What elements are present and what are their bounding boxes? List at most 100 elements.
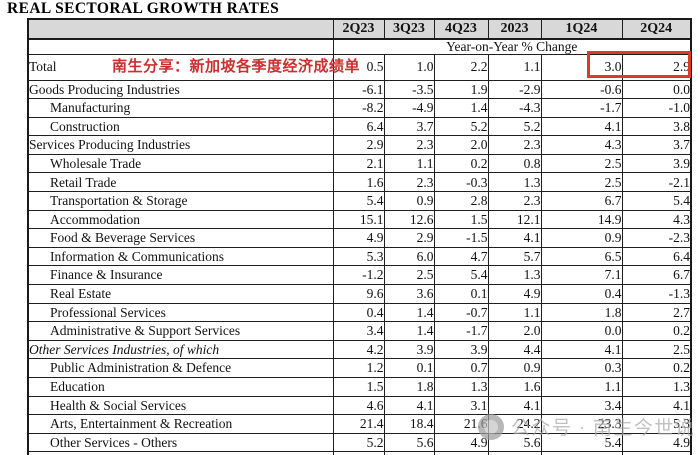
row-label: Wholesale Trade [27,153,334,174]
column-header-2q23: 2Q23 [332,18,385,40]
row-label: Other Services - Others [27,432,334,453]
value-cell: 2.0 [433,135,489,155]
value-cell: 1.3 [433,377,489,397]
value-cell: 3.7 [383,116,435,137]
value-cell: 21.6 [433,414,489,434]
value-cell: -2.9 [487,79,542,100]
value-cell: 1.9 [433,79,489,100]
value-cell: -2.3 [621,228,692,248]
annotation-text: 南生分享：新加坡各季度经济成绩单 [112,59,361,75]
row-label: Information & Communications [27,246,334,267]
table-row: Accommodation 15.1 12.6 1.5 12.1 14.9 4.3 [27,209,692,230]
value-cell: 1.4 [433,98,489,118]
row-label: Accommodation [27,209,334,230]
value-cell: 1.8 [540,302,623,323]
row-label: Finance & Insurance [27,265,334,286]
value-cell: 0.8 [487,153,542,174]
table-row: Administrative & Support Services 3.4 1.4-… [27,321,692,341]
value-cell: 5.6 [383,432,435,453]
value-cell: 0.1 [383,358,435,378]
value-cell: 18.4 [383,414,435,434]
growth-rates-table: 2Q23 3Q23 4Q23 2023 1Q24 2Q24 Year-on-Ye… [27,18,692,455]
value-cell: -1.0 [621,98,692,118]
value-cell: -3.5 [383,79,435,100]
column-header-1q24: 1Q24 [540,18,623,40]
value-cell: 1.8 [383,377,435,397]
row-label: Other Services Industries, of which [27,339,334,360]
value-cell: 2.3 [487,191,542,211]
value-cell: 2.1 [332,153,385,174]
value-cell: 4.7 [433,246,489,267]
value-cell: 4.9 [621,432,692,453]
value-cell: 3.9 [383,339,435,360]
value-cell: -4.9 [383,98,435,118]
value-cell: 2.3 [487,135,542,155]
page-title: REAL SECTORAL GROWTH RATES [7,0,280,17]
value-cell: 2.3 [383,135,435,155]
row-label: Construction [27,116,334,137]
value-cell: 4.1 [487,395,542,416]
subheader-label-cell [27,38,334,55]
value-cell: 1.4 [383,302,435,323]
value-cell: 5.2 [487,116,542,137]
value-cell: 4.1 [487,228,542,248]
value-cell: 1.1 [383,153,435,174]
table-row: Other Services - Others 5.2 5.6 4.9 5.6 5.4 4.… [27,432,692,453]
value-cell: 1.2 [332,358,385,378]
value-cell: -4.3 [487,98,542,118]
table-row: Arts, Entertainment & Recreation 21.4 18.4… [27,414,692,434]
value-cell: 0.0 [621,79,692,100]
value-cell: -8.2 [332,98,385,118]
value-cell: 1.3 [487,265,542,286]
value-cell: 5.3 [332,246,385,267]
value-cell: 4.3 [540,135,623,155]
value-cell: -6.1 [332,79,385,100]
row-label: Health & Social Services [27,395,334,416]
subheader-row: Year-on-Year % Change [27,38,692,55]
value-cell: 1.1 [487,53,542,81]
value-cell: 4.9 [433,432,489,453]
value-cell: 1.1 [540,377,623,397]
value-cell: 1.3 [621,377,692,397]
value-cell: 2.5 [383,265,435,286]
row-label: Real Estate [27,284,334,304]
table-row: Manufacturing -8.2 -4.9 1.4 -4.3 -1.7 -1.0 [27,98,692,118]
row-label: Public Administration & Defence [27,358,334,378]
value-cell: 0.7 [433,358,489,378]
table-row: Construction 6.4 3.7 5.2 5.2 4.1 3.8 [27,116,692,137]
value-cell: 3.1 [433,395,489,416]
value-cell: 3.4 [540,395,623,416]
row-label: Professional Services [27,302,334,323]
value-cell: 4.9 [487,284,542,304]
value-cell: 2.2 [433,53,489,81]
value-cell: 6.0 [383,246,435,267]
value-cell: 1.1 [487,302,542,323]
label-column-header [27,18,334,40]
value-cell: 0.2 [433,153,489,174]
value-cell: -1.2 [332,265,385,286]
value-cell: -0.7 [433,302,489,323]
row-label: Food & Beverage Services [27,228,334,248]
row-label: Education [27,377,334,397]
table-row: Services Producing Industries 2.9 2.3 2.0 2.… [27,135,692,155]
value-cell: 6.5 [540,246,623,267]
value-cell: 24.2 [487,414,542,434]
value-cell: -1.7 [540,98,623,118]
value-cell: 2.0 [487,321,542,341]
value-cell: 0.4 [540,284,623,304]
column-header-2023: 2023 [487,18,542,40]
header-row: 2Q23 3Q23 4Q23 2023 1Q24 2Q24 [27,18,692,40]
value-cell: -0.6 [540,79,623,100]
value-cell: 3.8 [621,116,692,137]
value-cell: 3.7 [621,135,692,155]
value-cell: 5.4 [621,191,692,211]
value-cell: 5.7 [487,246,542,267]
table-row: Other Services Industries, of which 4.2 3.… [27,339,692,360]
value-cell: 4.4 [487,339,542,360]
value-cell: 4.1 [621,395,692,416]
table-row: Information & Communications 5.3 6.0 4.7 5.7… [27,246,692,267]
value-cell: -1.5 [433,228,489,248]
value-cell: 3.9 [433,339,489,360]
value-cell: 5.4 [433,265,489,286]
table-row: Public Administration & Defence 1.2 0.1 0.7… [27,358,692,378]
